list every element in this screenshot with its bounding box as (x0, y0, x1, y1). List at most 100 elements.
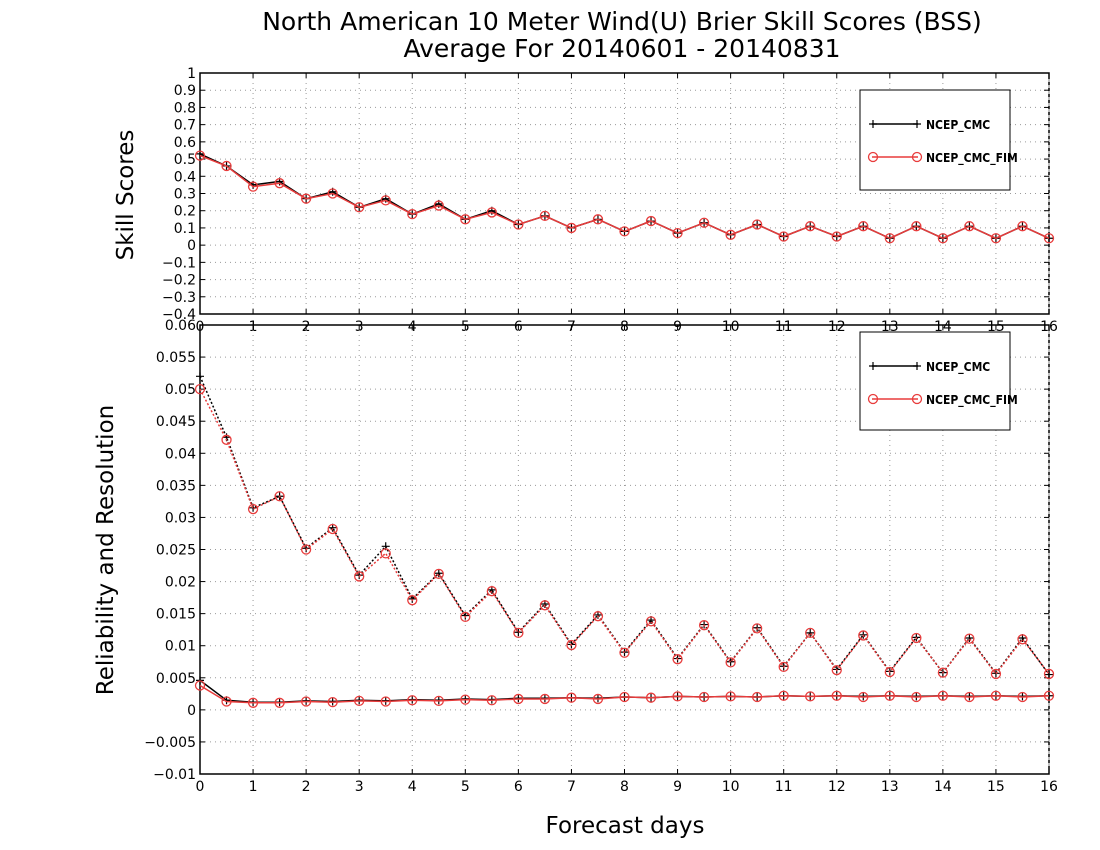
data-point (884, 666, 895, 678)
legend-label: NCEP_CMC_FIM (926, 151, 1018, 166)
data-point (805, 691, 816, 702)
data-point (778, 231, 789, 242)
data-point (539, 210, 551, 222)
data-point (698, 620, 710, 631)
x-tick-label: 16 (1040, 779, 1058, 795)
x-tick-label: 6 (514, 779, 523, 795)
skill-scores-panel: −0.4−0.3−0.2 −0.100.10.20.3 0.40.50.60.7 0.… (162, 66, 1058, 335)
x-tick-label: 13 (881, 779, 899, 795)
data-point (300, 544, 312, 555)
data-point (460, 214, 471, 225)
legend-marker (867, 151, 879, 163)
data-point (1043, 233, 1055, 244)
x-tick-label: 8 (620, 779, 629, 795)
legend-box (859, 331, 1011, 431)
data-point (672, 691, 683, 702)
data-point (911, 221, 922, 232)
y-tick-label: 0.005 (156, 671, 196, 687)
x-tick-label: 0 (196, 779, 205, 795)
data-point (1017, 634, 1028, 645)
data-point (1017, 221, 1028, 232)
data-point (964, 633, 975, 644)
data-point (514, 628, 523, 637)
data-point (566, 222, 577, 234)
legend-label: NCEP_CMC (926, 118, 990, 133)
y-axis-label-reliability: Reliability and Resolution (93, 405, 119, 695)
data-point (1017, 691, 1028, 703)
x-tick-label: 2 (302, 779, 311, 795)
y-tick-label: 0.8 (174, 100, 196, 116)
series-ncep-cmc-fim-resolution (194, 383, 1055, 680)
chart-subtitle: Average For 20140601 - 20140831 (403, 34, 840, 63)
data-point (645, 616, 657, 627)
data-point (194, 150, 206, 161)
data-point (725, 229, 736, 240)
y-tick-label: 0 (187, 238, 196, 254)
y-tick-label: 0.7 (174, 118, 196, 134)
data-point (380, 696, 391, 707)
data-point (221, 160, 232, 172)
data-point (725, 657, 736, 668)
y-tick-label: 0.03 (165, 510, 196, 526)
y-tick-label: −0.4 (162, 307, 196, 323)
data-point (513, 219, 524, 230)
y-tick-label: 0.6 (174, 135, 196, 151)
x-axis-label: Forecast days (546, 813, 705, 839)
data-point (513, 627, 524, 639)
data-point (619, 226, 630, 237)
data-point (698, 217, 710, 228)
legend-marker (911, 393, 923, 405)
legend: NCEP_CMC NCEP_CMC_FIM (859, 89, 1018, 191)
data-point (354, 571, 365, 582)
data-point (672, 227, 683, 239)
x-tick-label: 15 (987, 779, 1005, 795)
y-tick-label: −0.3 (162, 290, 196, 306)
data-point (433, 200, 444, 211)
data-point (911, 691, 922, 703)
y-tick-label: 0.1 (174, 221, 196, 237)
y-tick-label: 0.02 (165, 575, 196, 591)
legend-label: NCEP_CMC_FIM (926, 393, 1018, 408)
data-point (327, 188, 338, 199)
data-point (407, 695, 418, 706)
data-point (539, 693, 551, 705)
legend-marker (867, 393, 879, 405)
data-point (645, 692, 657, 703)
data-point (247, 181, 259, 192)
data-point (778, 690, 789, 701)
data-point (884, 690, 895, 701)
data-point (592, 611, 604, 622)
x-tick-label: 9 (673, 779, 682, 795)
legend-marker (911, 151, 923, 163)
data-point (434, 569, 443, 578)
y-axis-label-skill: Skill Scores (113, 130, 139, 261)
data-point (752, 219, 763, 230)
data-point (486, 207, 497, 218)
legend-marker (913, 362, 921, 370)
x-tick-label: 4 (408, 779, 417, 795)
x-tick-label: 12 (828, 779, 846, 795)
y-tick-label: 0.025 (156, 543, 196, 559)
data-point (221, 434, 232, 445)
legend-marker (913, 120, 921, 128)
series-line (199, 684, 1050, 704)
data-point (566, 639, 577, 651)
y-tick-label: −0.01 (153, 767, 196, 783)
legend-label: NCEP_CMC (926, 360, 990, 375)
y-tick-label: −0.2 (162, 273, 196, 289)
series-ncep-cmc-fim-reliability (194, 680, 1055, 708)
data-point (725, 691, 736, 702)
data-point (990, 233, 1002, 244)
y-tick-label: 0.2 (174, 204, 196, 220)
y-tick-label: 0.035 (156, 478, 196, 494)
y-tick-label: 0.045 (156, 414, 196, 430)
data-point (300, 696, 312, 707)
data-point (1043, 668, 1055, 680)
data-point (592, 693, 604, 705)
data-point (619, 691, 630, 703)
data-point (990, 668, 1002, 680)
data-point (752, 623, 763, 634)
y-tick-label: 0.3 (174, 187, 196, 203)
series-line (199, 154, 1050, 240)
data-point (327, 697, 338, 708)
